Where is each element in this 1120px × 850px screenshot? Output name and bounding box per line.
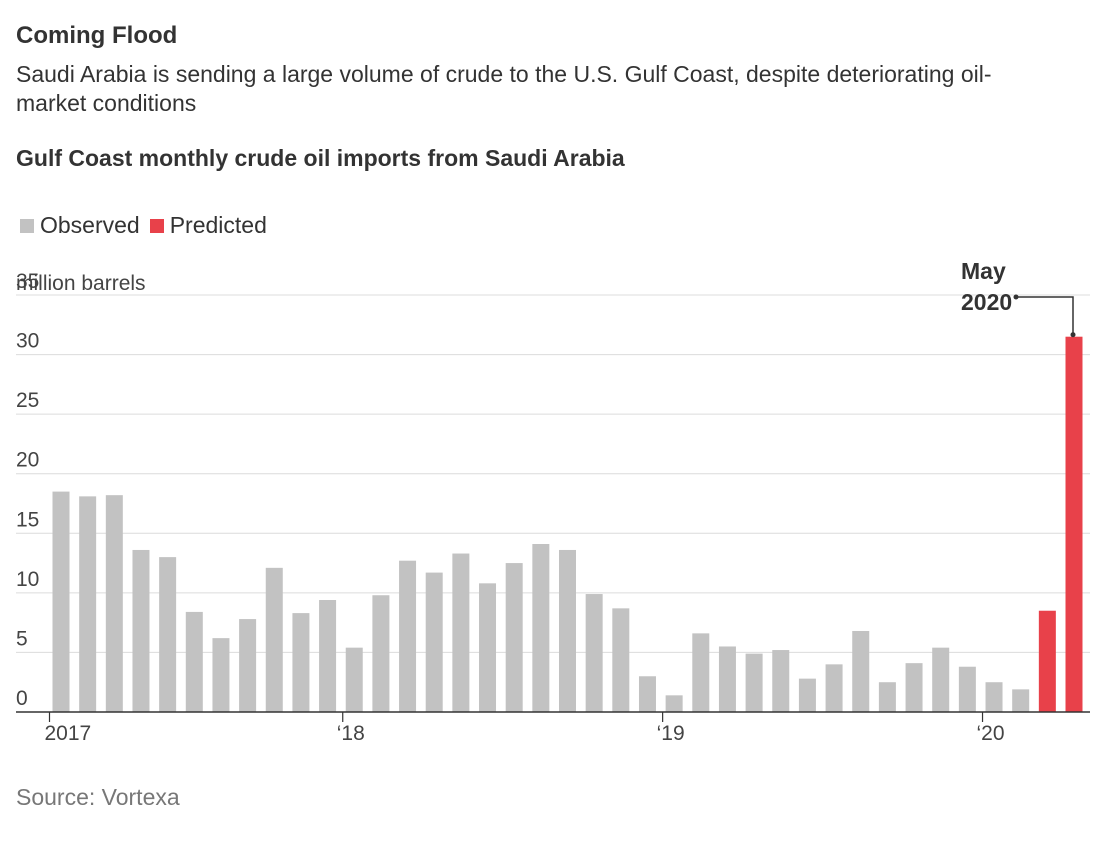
- x-tick-label: ‘19: [657, 722, 685, 745]
- bar-observed: [425, 572, 443, 712]
- annotation: May 2020: [961, 258, 1076, 338]
- bar-observed: [745, 653, 763, 712]
- bar-observed: [265, 567, 283, 712]
- gridlines: [16, 294, 1090, 653]
- bar-observed: [798, 678, 816, 712]
- bar-observed: [105, 495, 123, 712]
- bar-observed: [479, 583, 497, 712]
- legend-swatch-predicted: [149, 218, 164, 233]
- y-tick-label: 25: [16, 389, 39, 412]
- bar-observed: [665, 695, 683, 712]
- bar-observed: [718, 646, 736, 712]
- bar-observed: [985, 682, 1003, 712]
- bar-observed: [399, 560, 417, 712]
- bar-observed: [878, 682, 896, 712]
- legend-label-predicted: Predicted: [169, 212, 267, 238]
- y-tick-label: 35: [16, 270, 39, 293]
- annotation-dot: [1013, 294, 1019, 300]
- bar-observed: [532, 544, 550, 712]
- bar-observed: [239, 619, 257, 712]
- annotation-label-year: 2020: [961, 289, 1012, 315]
- legend-item-observed: Observed: [20, 212, 140, 239]
- bar-predicted: [1038, 610, 1056, 712]
- bar-observed: [958, 666, 976, 712]
- bar-observed: [905, 663, 923, 712]
- chart-title: Gulf Coast monthly crude oil imports fro…: [16, 145, 625, 171]
- annotation-leader-line: [1016, 296, 1074, 335]
- x-tick-label: ‘18: [337, 722, 365, 745]
- bar-observed: [292, 613, 310, 712]
- y-tick-label: 5: [16, 627, 28, 650]
- y-axis-ticks: 0 5 10 15 20 25 30 35: [16, 270, 39, 710]
- x-tick-label: ‘20: [977, 722, 1005, 745]
- chart-subtitle: Saudi Arabia is sending a large volume o…: [16, 61, 992, 116]
- bar-observed: [505, 563, 523, 712]
- bar-observed: [692, 633, 710, 712]
- annotation-dot: [1070, 332, 1076, 338]
- bar-observed: [825, 664, 843, 712]
- bar-observed: [638, 676, 656, 712]
- bar-observed: [932, 647, 950, 712]
- y-tick-label: 20: [16, 449, 39, 472]
- bar-observed: [559, 549, 576, 712]
- bar-observed: [52, 491, 70, 712]
- bar-observed: [452, 553, 470, 712]
- y-axis-unit-label: million barrels: [16, 272, 146, 295]
- x-tick-label: 2017: [45, 722, 92, 745]
- bar-observed: [212, 638, 230, 712]
- bar-observed: [372, 595, 390, 712]
- bar-observed: [772, 650, 790, 712]
- bar-observed: [132, 549, 150, 712]
- bar-observed: [319, 600, 337, 712]
- legend-item-predicted: Predicted: [149, 212, 267, 239]
- bar-observed: [852, 630, 870, 712]
- annotation-label-month: May: [961, 258, 1006, 284]
- bar-observed: [612, 608, 630, 712]
- y-tick-label: 10: [16, 568, 39, 591]
- bar-observed: [1012, 689, 1030, 712]
- x-axis-ticks: 2017 ‘18 ‘19 ‘20: [45, 712, 1005, 745]
- legend-label-observed: Observed: [40, 212, 140, 238]
- bar-observed: [159, 557, 177, 712]
- legend-swatch-observed: [20, 218, 34, 233]
- bars: [52, 336, 1083, 712]
- y-tick-label: 15: [16, 508, 39, 531]
- bar-observed: [345, 647, 363, 712]
- y-tick-label: 30: [16, 330, 39, 353]
- chart-heading: Coming Flood: [16, 22, 178, 49]
- legend: Observed Predicted: [20, 212, 277, 239]
- bar-observed: [185, 611, 203, 712]
- bar-observed: [585, 594, 603, 712]
- source-note: Source: Vortexa: [16, 784, 180, 810]
- y-tick-label: 0: [16, 687, 28, 710]
- bar-observed: [79, 496, 97, 712]
- bar-predicted: [1065, 336, 1083, 712]
